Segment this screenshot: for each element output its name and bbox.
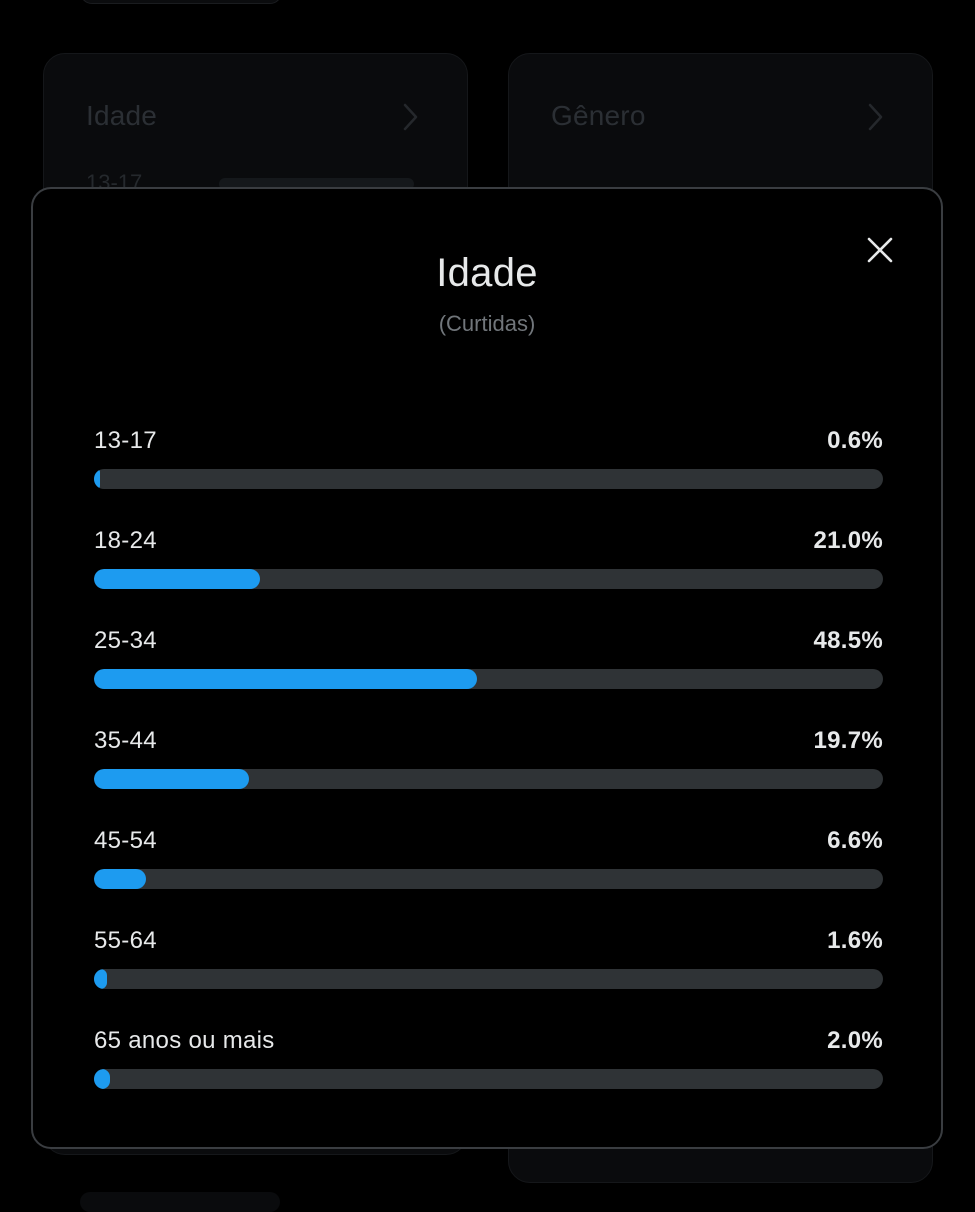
progress-track [94,769,883,789]
age-row-percentage: 21.0% [813,527,883,554]
chevron-right-icon [868,103,883,131]
age-row-percentage: 1.6% [827,927,883,954]
chevron-right-icon [403,103,418,131]
progress-track [94,569,883,589]
age-row: 18-24 21.0% [94,527,883,627]
age-row: 35-44 19.7% [94,727,883,827]
age-breakdown-modal: Idade (Curtidas) 13-17 0.6% 18-24 21.0% 25-3… [31,187,943,1149]
age-row: 65 anos ou mais 2.0% [94,1027,883,1127]
progress-track [94,469,883,489]
progress-track [94,669,883,689]
progress-fill [94,969,107,989]
age-row-label: 13-17 [94,427,157,454]
progress-track [94,869,883,889]
progress-fill [94,869,147,889]
age-row-label: 45-54 [94,827,157,854]
age-row-label: 18-24 [94,527,157,554]
gender-card-title: Gênero [551,100,646,131]
close-icon[interactable] [863,233,897,267]
bottom-card-edge [80,1192,280,1212]
age-row-percentage: 6.6% [827,827,883,854]
age-row-percentage: 2.0% [827,1027,883,1054]
progress-fill [94,769,250,789]
age-row-label: 55-64 [94,927,157,954]
age-rows-list: 13-17 0.6% 18-24 21.0% 25-34 48.5% 35-44 19.7% 4… [94,427,883,1127]
age-row-percentage: 19.7% [813,727,883,754]
modal-title: Idade [436,251,538,295]
age-row: 55-64 1.6% [94,927,883,1027]
progress-fill [94,1069,110,1089]
top-tab-pill [80,0,282,4]
progress-track [94,969,883,989]
age-row-label: 35-44 [94,727,157,754]
progress-track [94,1069,883,1089]
age-row-label: 25-34 [94,627,157,654]
progress-fill [94,469,100,489]
age-row-percentage: 0.6% [827,427,883,454]
age-row-percentage: 48.5% [813,627,883,654]
age-card-title: Idade [86,100,158,131]
progress-fill [94,669,477,689]
age-row: 25-34 48.5% [94,627,883,727]
modal-subtitle: (Curtidas) [438,311,536,336]
age-row: 45-54 6.6% [94,827,883,927]
progress-fill [94,569,260,589]
age-row-label: 65 anos ou mais [94,1027,275,1054]
age-row: 13-17 0.6% [94,427,883,527]
